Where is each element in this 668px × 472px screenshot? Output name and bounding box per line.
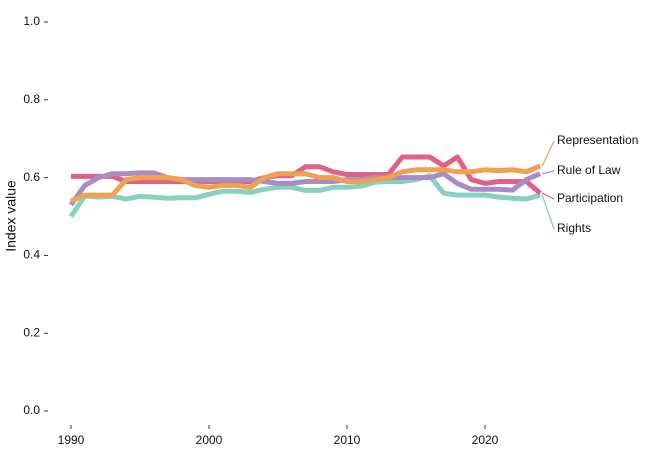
y-axis-title: Index value — [3, 180, 19, 252]
x-tick-label: 2000 — [196, 433, 223, 447]
series-line — [68, 173, 541, 218]
leader-line — [541, 140, 555, 167]
y-tick-label: 1.0 — [23, 14, 40, 28]
x-tick-label: 2010 — [334, 433, 361, 447]
x-tick-label: 1990 — [58, 433, 85, 447]
y-tick-label: 0.0 — [23, 403, 40, 417]
y-tick-label: 0.6 — [23, 170, 40, 184]
series-line — [71, 154, 542, 196]
y-tick-label: 0.4 — [23, 248, 40, 262]
series-label: Participation — [557, 191, 623, 205]
x-tick-label: 2020 — [472, 433, 499, 447]
y-tick-label: 0.8 — [23, 92, 40, 106]
leader-line — [541, 194, 555, 230]
series-line — [68, 170, 542, 207]
y-tick-label: 0.2 — [23, 325, 40, 339]
leader-line — [541, 192, 555, 200]
series-label: Rights — [557, 221, 591, 235]
series-label: Rule of Law — [557, 163, 621, 177]
leader-line — [542, 170, 555, 175]
series-label: Representation — [557, 133, 638, 147]
series-line — [70, 163, 542, 204]
